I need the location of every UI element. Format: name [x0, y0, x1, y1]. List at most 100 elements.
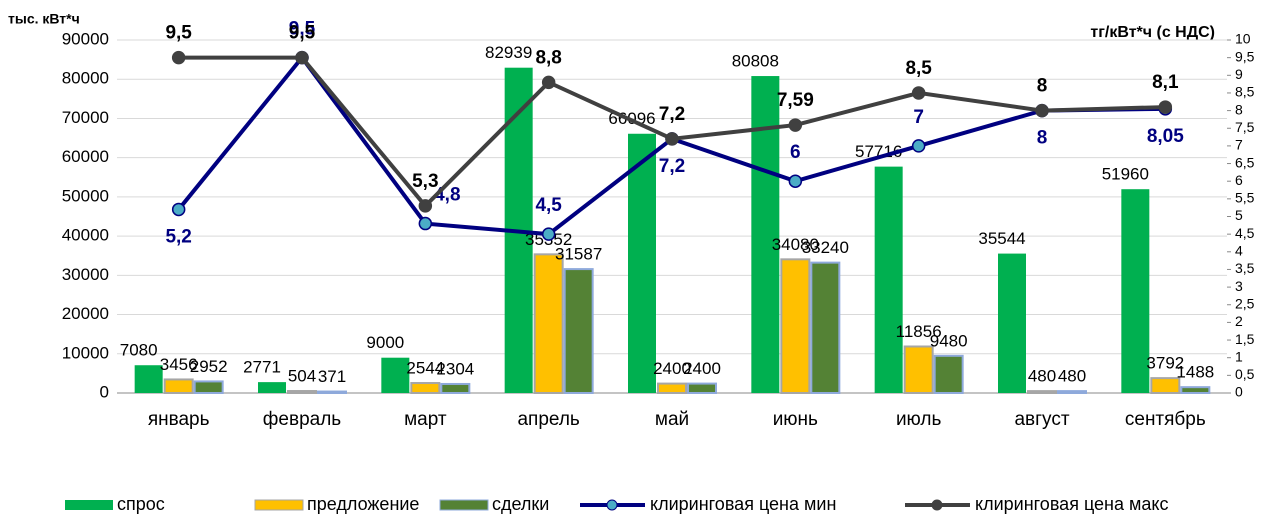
x-tick-label: февраль	[263, 409, 342, 430]
y2-tick-label: 4	[1235, 243, 1243, 259]
bar	[780, 258, 811, 394]
bar-value-label: 2952	[190, 357, 228, 376]
y2-tick-label: 6,5	[1235, 154, 1255, 170]
bar	[381, 357, 410, 393]
y2-axis-label: тг/кВт*ч (с НДС)	[1090, 24, 1215, 41]
bar	[998, 253, 1026, 393]
line-value-label: 4,5	[535, 195, 562, 216]
x-tick-label: сентябрь	[1125, 409, 1206, 430]
line-marker	[788, 118, 803, 132]
legend-swatch	[439, 499, 489, 511]
bar	[410, 382, 441, 395]
y2-tick-label: 8,5	[1235, 84, 1255, 100]
line-value-label: 9,5	[289, 23, 316, 44]
legend-label: клиринговая цена мин	[650, 494, 836, 514]
y2-tick-label: 9	[1235, 66, 1243, 82]
bar-value-label: 504	[288, 367, 316, 386]
bar	[533, 253, 564, 394]
y-tick-label: 80000	[62, 69, 109, 88]
bar-value-label: 35544	[978, 229, 1025, 248]
line-value-label: 8	[1037, 128, 1048, 149]
bar-value-label: 2400	[653, 359, 691, 378]
y2-tick-label: 4,5	[1235, 225, 1255, 241]
y2-tick-label: 0	[1235, 384, 1243, 400]
y-tick-label: 90000	[62, 29, 109, 48]
bar	[933, 354, 964, 394]
legend-marker	[606, 499, 618, 511]
bar	[1057, 390, 1087, 395]
bar	[193, 380, 224, 394]
line	[177, 54, 1166, 237]
y2-tick-label: 1,5	[1235, 331, 1255, 347]
bar-value-label: 2304	[436, 359, 474, 378]
legend-swatch	[65, 500, 113, 510]
bar-value-label: 34080	[772, 235, 819, 254]
bar	[874, 166, 903, 393]
y-tick-label: 0	[100, 382, 109, 401]
bar-value-label: 33240	[802, 238, 849, 257]
bar	[1180, 386, 1211, 394]
bar	[628, 133, 656, 393]
legend-label: спрос	[117, 494, 165, 514]
line-marker	[788, 174, 803, 188]
y-tick-label: 40000	[62, 226, 109, 245]
y2-tick-label: 0,5	[1235, 366, 1255, 382]
bar-value-label: 480	[1028, 367, 1056, 386]
bar-value-label: 2544	[406, 359, 444, 378]
bar	[163, 378, 194, 394]
legend-marker	[931, 499, 943, 511]
y2-tick-label: 2,5	[1235, 295, 1255, 311]
line-marker	[171, 50, 186, 65]
line-value-label: 8,5	[905, 58, 932, 79]
y-axis-label: тыс. кВт*ч	[8, 11, 80, 27]
x-tick-label: апрель	[517, 409, 579, 430]
bar	[810, 261, 841, 394]
bar-value-label: 3456	[160, 355, 198, 374]
bar	[317, 390, 347, 395]
line-marker	[541, 227, 556, 241]
line-marker	[295, 50, 309, 65]
x-tick-label: август	[1014, 409, 1069, 430]
y-tick-label: 20000	[62, 304, 109, 323]
legend-label: предложение	[307, 494, 419, 514]
y2-tick-label: 7	[1235, 137, 1243, 153]
bar-value-label: 80808	[732, 52, 779, 71]
y-tick-label: 30000	[62, 265, 109, 284]
legend-label: клиринговая цена макс	[975, 494, 1168, 514]
bar	[1150, 377, 1181, 394]
bar-value-label: 51960	[1102, 165, 1149, 184]
bar-value-label: 82939	[485, 43, 532, 62]
bar	[134, 365, 163, 393]
y-tick-label: 10000	[62, 343, 109, 362]
bar	[1121, 189, 1150, 393]
bar	[258, 382, 286, 393]
y2-tick-label: 7,5	[1235, 119, 1255, 135]
line-value-label: 5,2	[165, 226, 191, 247]
line	[178, 55, 1166, 209]
line-value-label: 6	[790, 142, 801, 163]
y-tick-label: 50000	[62, 186, 109, 205]
x-tick-label: январь	[148, 409, 210, 430]
x-tick-label: июль	[896, 409, 942, 430]
y2-tick-label: 5	[1235, 207, 1243, 223]
y2-tick-label: 3	[1235, 278, 1243, 294]
line-marker	[171, 202, 186, 217]
line-value-label: 9,5	[289, 19, 316, 40]
bar-value-label: 2771	[243, 358, 281, 377]
x-tick-label: май	[655, 409, 689, 430]
line-value-label: 7	[913, 107, 924, 128]
line-value-label: 7,2	[659, 156, 685, 177]
bar	[287, 390, 317, 394]
bar-value-label: 7080	[120, 341, 158, 360]
line-marker	[1035, 103, 1049, 118]
line-value-label: 7,2	[659, 104, 685, 125]
y2-tick-label: 1	[1235, 348, 1243, 364]
line-value-label: 8	[1037, 76, 1048, 97]
line-marker	[541, 75, 556, 90]
bar-value-label: 1488	[1176, 363, 1214, 382]
line-value-label: 8,05	[1147, 126, 1184, 147]
line-marker	[1158, 100, 1173, 114]
y2-tick-label: 5,5	[1235, 190, 1255, 206]
bar-value-label: 2400	[683, 359, 721, 378]
